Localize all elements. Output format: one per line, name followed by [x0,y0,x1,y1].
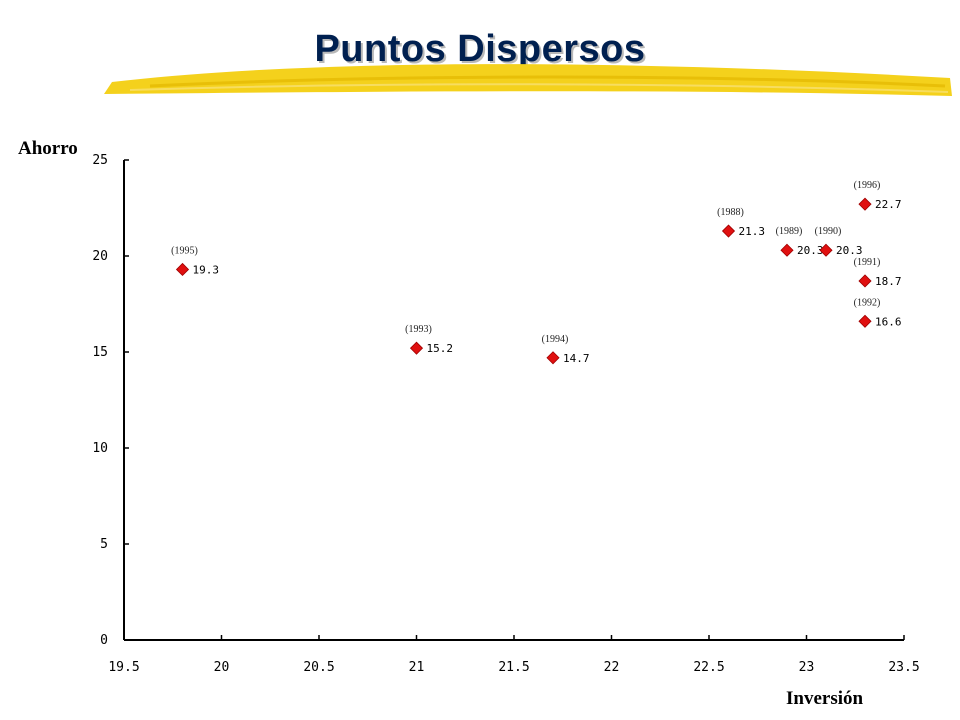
data-point [858,197,872,211]
year-label: (1990) [815,226,842,237]
year-label: (1996) [854,180,881,191]
data-label: 20.3 [836,244,863,257]
axes: 19.5 20 20.5 21 21.5 22 22.5 23 23.5 0 5 10 15 20 25 [92,153,919,675]
data-label: 14.7 [563,352,590,365]
title-underline-brush [104,64,952,96]
x-tick-label: 21 [409,660,425,675]
chart-title: Puntos Dispersos [314,28,646,70]
data-point [858,314,872,328]
data-point [546,351,560,365]
data-label: 16.6 [875,315,902,328]
data-label: 18.7 [875,275,902,288]
x-tick-label: 21.5 [498,660,529,675]
data-point [858,274,872,288]
data-label: 22.7 [875,198,902,211]
data-points: 21.3 (1988) 20.3 (1989) 20.3 (1990) 18.7 (1991)… [171,180,901,365]
data-label: 19.3 [193,263,220,276]
data-label: 15.2 [427,342,454,355]
x-tick-label: 23 [799,660,815,675]
x-tick-label: 20 [214,660,230,675]
x-tick-label: 23.5 [888,660,919,675]
y-tick-label: 0 [100,633,108,648]
x-tick-label: 22.5 [693,660,724,675]
year-label: (1995) [171,245,198,256]
x-tick-label: 20.5 [303,660,334,675]
y-tick-label: 5 [100,537,108,552]
year-label: (1993) [405,324,432,335]
y-tick-label: 15 [92,345,108,360]
data-point [409,341,424,355]
data-point [721,224,736,238]
year-label: (1992) [854,297,881,308]
x-axis-title: Inversión [786,688,864,709]
y-tick-label: 20 [92,249,108,264]
year-label: (1989) [776,226,803,237]
year-label: (1994) [542,334,569,345]
x-tick-label: 22 [604,660,620,675]
data-point [819,243,833,257]
data-label: 20.3 [797,244,824,257]
y-tick-label: 25 [92,153,108,168]
year-label: (1991) [854,257,881,268]
year-label: (1988) [717,207,744,218]
y-axis-title: Ahorro [18,138,78,159]
data-point [175,262,190,277]
data-label: 21.3 [739,225,766,238]
x-tick-label: 19.5 [108,660,139,675]
y-tick-label: 10 [92,441,108,456]
data-point [780,243,794,257]
